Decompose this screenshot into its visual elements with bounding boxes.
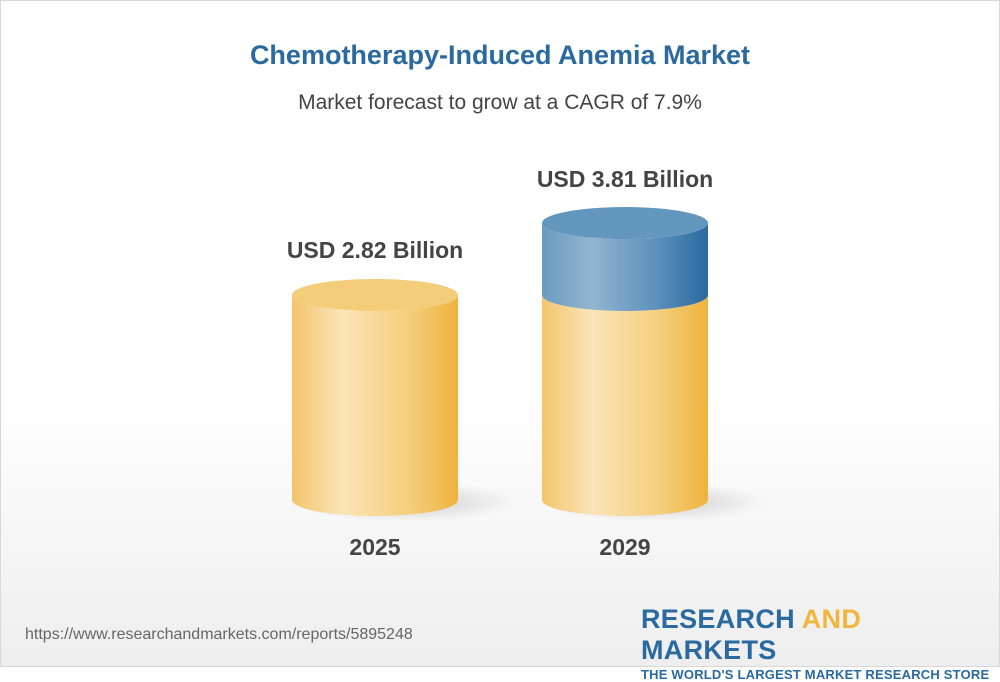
x-tick-label: 2025 bbox=[349, 534, 400, 560]
bar-top bbox=[292, 278, 458, 311]
logo-text: RESEARCH bbox=[641, 604, 802, 634]
data-label: USD 3.81 Billion bbox=[537, 166, 713, 192]
bar-growth-segment bbox=[542, 223, 708, 311]
logo-text: MARKETS bbox=[641, 635, 777, 665]
logo-tagline: THE WORLD'S LARGEST MARKET RESEARCH STOR… bbox=[641, 667, 990, 682]
x-tick-label: 2029 bbox=[599, 534, 650, 560]
bar-top bbox=[542, 207, 708, 240]
logo-text-and: AND bbox=[801, 604, 862, 634]
chart-title: Chemotherapy-Induced Anemia Market bbox=[249, 40, 751, 70]
source-url: https://www.researchandmarkets.com/repor… bbox=[25, 626, 413, 643]
bar-base-segment bbox=[542, 294, 708, 516]
cylinder-chart: USD 2.82 Billion USD 3.81 Billion 2025 2… bbox=[287, 166, 768, 560]
bar-2025 bbox=[292, 294, 458, 516]
chart-subtitle: Market forecast to grow at a CAGR of 7.9… bbox=[298, 91, 702, 114]
data-label: USD 2.82 Billion bbox=[287, 237, 463, 263]
research-and-markets-logo: RESEARCH AND MARKETS THE WORLD'S LARGEST… bbox=[641, 604, 1000, 682]
